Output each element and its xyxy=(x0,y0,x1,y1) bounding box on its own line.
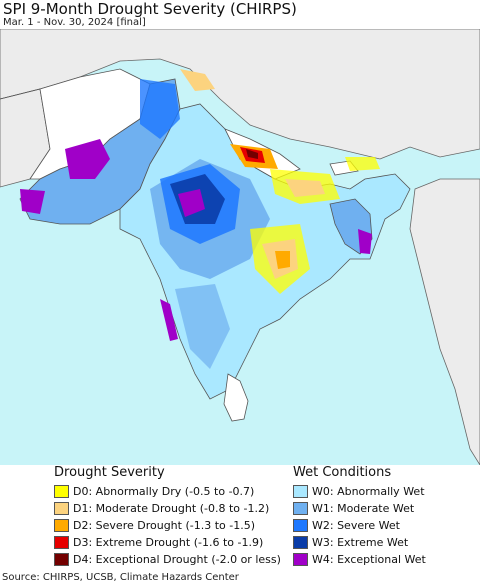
legend-swatch-d3 xyxy=(54,535,69,549)
legend-swatch-w4 xyxy=(293,552,308,566)
legend-label-w3: W3: Extreme Wet xyxy=(312,535,409,549)
legend-swatch-w1 xyxy=(293,501,308,515)
legend-label-w0: W0: Abnormally Wet xyxy=(312,484,425,498)
legend-item-w4: W4: Exceptional Wet xyxy=(293,551,426,567)
legend-swatch-w3 xyxy=(293,535,308,549)
map-title: SPI 9-Month Drought Severity (CHIRPS) xyxy=(3,0,297,18)
legend-label-w4: W4: Exceptional Wet xyxy=(312,552,426,566)
legend-item-w0: W0: Abnormally Wet xyxy=(293,483,425,499)
source-credit: Source: CHIRPS, UCSB, Climate Hazards Ce… xyxy=(2,572,239,583)
legend-label-d3: D3: Extreme Drought (-1.6 to -1.9) xyxy=(73,535,264,549)
legend: Drought Severity D0: Abnormally Dry (-0.… xyxy=(0,465,480,569)
legend-swatch-w0 xyxy=(293,484,308,498)
legend-swatch-w2 xyxy=(293,518,308,532)
legend-item-d0: D0: Abnormally Dry (-0.5 to -0.7) xyxy=(54,483,254,499)
wet-patch-w2-north xyxy=(140,79,180,139)
drought-map xyxy=(0,29,480,465)
drought-patch-d1-kashmir xyxy=(180,69,215,91)
land-east xyxy=(409,178,480,465)
legend-label-d1: D1: Moderate Drought (-0.8 to -1.2) xyxy=(73,501,270,515)
legend-swatch-d2 xyxy=(54,518,69,532)
legend-item-w2: W2: Severe Wet xyxy=(293,517,400,533)
region-sri-lanka xyxy=(223,373,249,422)
legend-swatch-d4 xyxy=(54,552,69,566)
map-subtitle: Mar. 1 - Nov. 30, 2024 [final] xyxy=(3,17,146,28)
legend-item-d3: D3: Extreme Drought (-1.6 to -1.9) xyxy=(54,534,263,550)
drought-patch-d1-north xyxy=(285,179,325,197)
drought-patch-d0-bhutan xyxy=(345,157,380,171)
legend-label-d4: D4: Exceptional Drought (-2.0 or less) xyxy=(73,552,281,566)
wet-patch-w1-south xyxy=(175,284,230,369)
wet-patch-w4-pakistan xyxy=(65,139,110,179)
drought-patch-d4-nepal xyxy=(246,149,258,159)
legend-item-d1: D1: Moderate Drought (-0.8 to -1.2) xyxy=(54,500,269,516)
wet-patch-w4-central xyxy=(178,189,205,217)
legend-label-w2: W2: Severe Wet xyxy=(312,518,400,532)
wet-patch-w4-coast xyxy=(20,189,45,214)
legend-item-w3: W3: Extreme Wet xyxy=(293,534,408,550)
wet-patch-w4-bangladesh xyxy=(358,229,372,254)
legend-item-d4: D4: Exceptional Drought (-2.0 or less) xyxy=(54,551,281,567)
legend-item-d2: D2: Severe Drought (-1.3 to -1.5) xyxy=(54,517,255,533)
legend-label-d2: D2: Severe Drought (-1.3 to -1.5) xyxy=(73,518,256,532)
wet-patch-w4-west-coast xyxy=(160,299,178,341)
legend-wet-heading: Wet Conditions xyxy=(293,465,392,480)
legend-swatch-d0 xyxy=(54,484,69,498)
legend-swatch-d1 xyxy=(54,501,69,515)
legend-item-w1: W1: Moderate Wet xyxy=(293,500,414,516)
drought-patch-d2-east xyxy=(275,251,290,269)
legend-label-w1: W1: Moderate Wet xyxy=(312,501,415,515)
legend-label-d0: D0: Abnormally Dry (-0.5 to -0.7) xyxy=(73,484,255,498)
legend-drought-heading: Drought Severity xyxy=(54,465,165,480)
